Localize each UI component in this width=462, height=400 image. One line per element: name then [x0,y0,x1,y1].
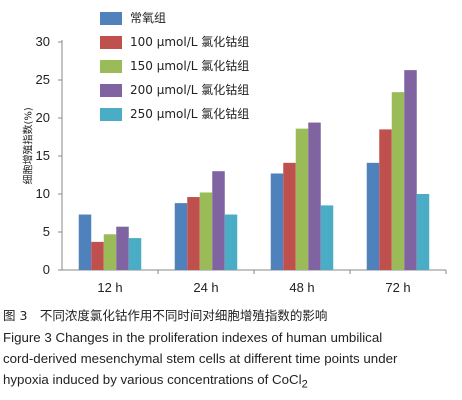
y-tick-label: 20 [36,110,50,125]
x-tick-label: 48 h [289,280,314,295]
bar [295,128,309,270]
bar [116,226,129,270]
chart-ticks: 0 5 10 15 20 25 30 12 h 24 h 48 h 72 h [36,34,447,295]
bar [366,162,380,270]
legend-label: 150 μmol/L 氯化钴组 [130,59,250,73]
x-tick-label: 24 h [193,280,218,295]
caption-english: Figure 3 Changes in the proliferation in… [3,327,461,396]
legend-swatch [100,60,122,73]
x-tick-label: 72 h [385,280,410,295]
bar [91,241,104,270]
legend-swatch [100,108,122,121]
legend-label: 100 μmol/L 氯化钴组 [130,35,250,49]
caption-subscript: 2 [301,378,308,391]
figure-caption: 图 3 不同浓度氯化钴作用不同时间对细胞增殖指数的影响 Figure 3 Cha… [3,306,461,396]
bar [212,171,225,270]
bar [416,194,430,270]
legend-swatch [100,36,122,49]
bar [199,192,213,270]
caption-chinese: 图 3 不同浓度氯化钴作用不同时间对细胞增殖指数的影响 [3,308,328,323]
y-tick-label: 10 [36,186,50,201]
bar-chart: 0 5 10 15 20 25 30 12 h 24 h 48 h 72 h [36,34,447,295]
legend-item-150: 150 μmol/L 氯化钴组 [100,56,440,80]
bar [283,162,296,270]
bar [224,214,238,270]
legend-item-normoxia: 常氧组 [100,8,440,32]
caption-english-line-1: Figure 3 Changes in the proliferation in… [3,330,383,345]
bar [78,214,92,270]
x-tick-label: 12 h [97,280,122,295]
legend-swatch [100,84,122,97]
bar [270,173,284,270]
y-tick-label: 0 [43,262,50,277]
bar [187,197,200,270]
y-axis-label: 细胞增殖指数(%) [23,107,35,185]
caption-english-line-3-text: hypoxia induced by various concentration… [3,372,302,387]
chart-legend: 常氧组 100 μmol/L 氯化钴组 150 μmol/L 氯化钴组 200 … [100,8,440,128]
bar [391,92,405,270]
bar [174,203,188,270]
bar [308,122,321,270]
legend-item-200: 200 μmol/L 氯化钴组 [100,80,440,104]
y-tick-label: 30 [36,34,50,49]
bar [103,234,117,270]
legend-label: 200 μmol/L 氯化钴组 [130,83,250,97]
bar [128,238,142,270]
caption-english-line-3: hypoxia induced by various concentration… [3,369,461,396]
legend-swatch [100,12,122,25]
bar [320,205,334,270]
bar [404,70,417,271]
chart-bars [78,70,430,271]
legend-label: 常氧组 [130,11,167,25]
y-tick-label: 5 [43,224,50,239]
y-tick-label: 25 [36,72,50,87]
y-tick-label: 15 [36,148,50,163]
legend-item-100: 100 μmol/L 氯化钴组 [100,32,440,56]
legend-item-250: 250 μmol/L 氯化钴组 [100,104,440,128]
legend-label: 250 μmol/L 氯化钴组 [130,107,250,121]
bar [379,129,392,270]
caption-english-line-2: cord-derived mesenchymal stem cells at d… [3,351,398,366]
